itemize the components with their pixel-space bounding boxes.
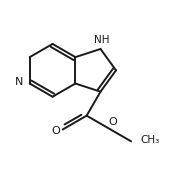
Text: NH: NH (94, 35, 110, 45)
Text: N: N (14, 77, 23, 87)
Text: O: O (51, 126, 60, 136)
Text: CH₃: CH₃ (140, 135, 160, 145)
Text: O: O (108, 117, 117, 127)
